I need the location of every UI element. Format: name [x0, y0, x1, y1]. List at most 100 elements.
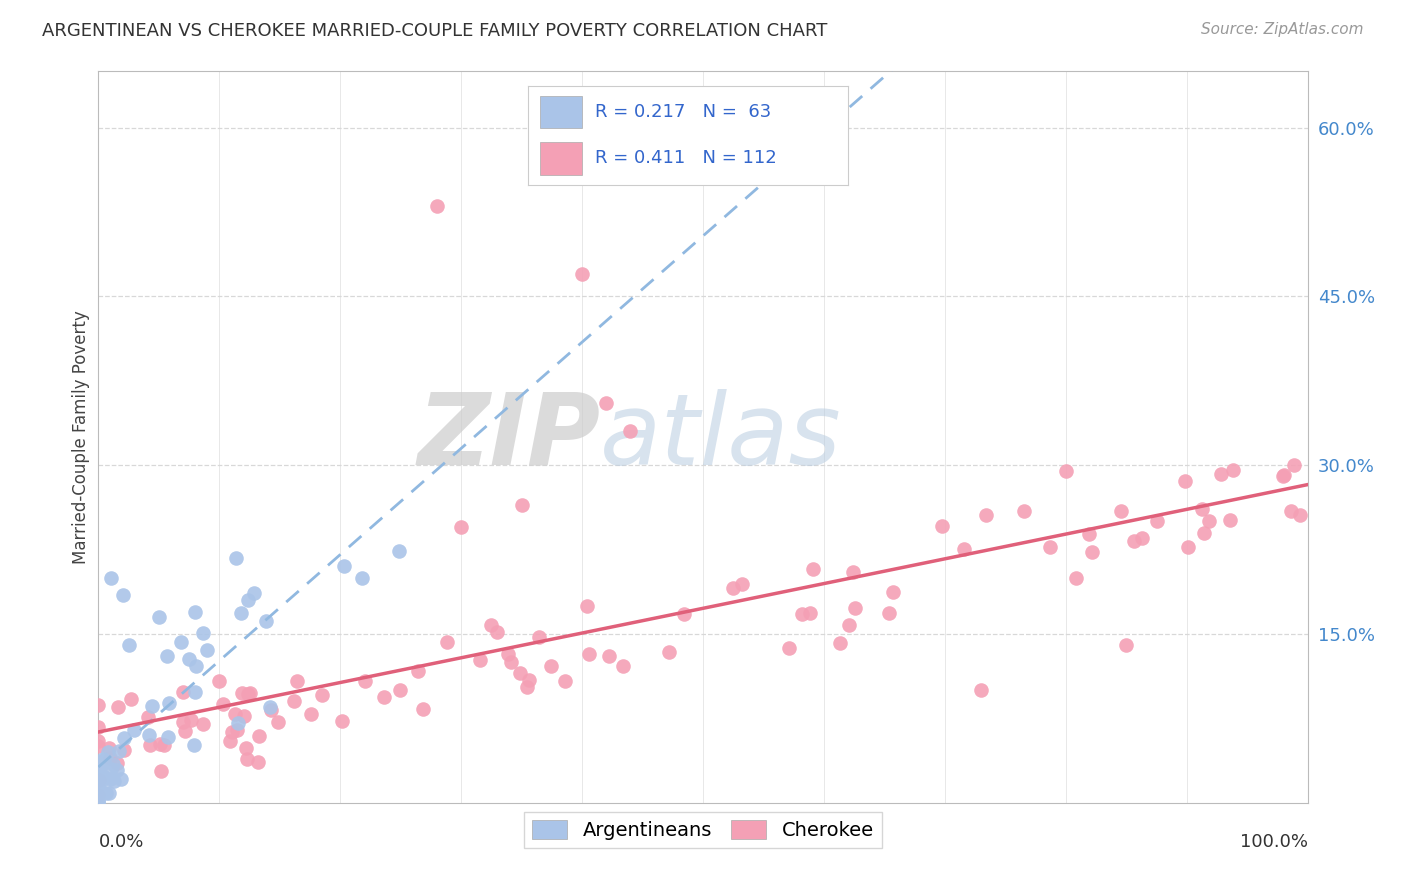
- Point: [731, 576, 754, 591]
- Point: [299, 706, 322, 721]
- Point: [527, 630, 550, 644]
- Point: [1039, 541, 1062, 555]
- Text: 100.0%: 100.0%: [1240, 833, 1308, 851]
- Point: [882, 585, 904, 599]
- Point: [330, 714, 353, 728]
- Point: [1279, 504, 1302, 518]
- Point: [191, 717, 214, 731]
- Point: [212, 697, 235, 711]
- Point: [141, 699, 163, 714]
- Point: [174, 723, 197, 738]
- Point: [236, 752, 259, 766]
- Point: [87, 757, 110, 772]
- Point: [87, 794, 110, 808]
- Point: [153, 738, 176, 752]
- Point: [87, 796, 110, 810]
- Point: [554, 674, 576, 689]
- Point: [1288, 508, 1310, 522]
- Point: [1077, 527, 1099, 541]
- Point: [540, 658, 562, 673]
- Point: [1222, 463, 1244, 477]
- Point: [673, 607, 696, 621]
- Point: [87, 793, 110, 807]
- Point: [799, 606, 821, 620]
- Point: [619, 425, 641, 439]
- Point: [1081, 545, 1104, 559]
- Point: [231, 686, 253, 700]
- Point: [172, 714, 194, 729]
- Point: [658, 645, 681, 659]
- Point: [87, 789, 110, 803]
- Point: [1209, 467, 1232, 481]
- Point: [1272, 468, 1295, 483]
- Point: [373, 690, 395, 704]
- Point: [107, 700, 129, 714]
- Point: [122, 723, 145, 738]
- Point: [112, 743, 135, 757]
- Point: [184, 605, 207, 619]
- Point: [571, 267, 593, 281]
- Point: [516, 680, 538, 694]
- Point: [108, 744, 131, 758]
- Point: [172, 685, 194, 699]
- Point: [842, 566, 865, 580]
- Text: ZIP: ZIP: [418, 389, 600, 485]
- Point: [87, 787, 110, 801]
- Point: [193, 625, 215, 640]
- Point: [120, 692, 142, 706]
- Point: [138, 710, 160, 724]
- Point: [311, 688, 333, 702]
- Point: [180, 713, 202, 727]
- Point: [87, 719, 110, 733]
- Point: [350, 571, 373, 585]
- Point: [156, 730, 179, 744]
- Text: Source: ZipAtlas.com: Source: ZipAtlas.com: [1201, 22, 1364, 37]
- Point: [952, 542, 974, 557]
- Point: [1191, 501, 1213, 516]
- Point: [218, 733, 240, 747]
- Point: [87, 765, 110, 780]
- Point: [177, 651, 200, 665]
- Point: [267, 715, 290, 730]
- Point: [87, 773, 110, 788]
- Point: [149, 737, 172, 751]
- Point: [285, 674, 308, 689]
- Point: [195, 642, 218, 657]
- Point: [87, 781, 110, 796]
- Point: [87, 785, 110, 799]
- Point: [105, 756, 128, 770]
- Point: [233, 709, 256, 723]
- Point: [1282, 458, 1305, 472]
- Point: [90, 757, 112, 772]
- Point: [1115, 638, 1137, 652]
- Point: [249, 729, 271, 743]
- Point: [406, 664, 429, 678]
- Point: [87, 781, 110, 796]
- Point: [235, 740, 257, 755]
- Point: [170, 635, 193, 649]
- Point: [792, 607, 814, 621]
- Point: [499, 655, 522, 669]
- Point: [94, 786, 117, 800]
- Point: [974, 508, 997, 522]
- Point: [259, 700, 281, 714]
- Point: [879, 606, 901, 620]
- Point: [830, 636, 852, 650]
- Point: [283, 694, 305, 708]
- Point: [103, 773, 125, 788]
- Point: [118, 639, 141, 653]
- Point: [98, 751, 121, 765]
- Point: [87, 784, 110, 798]
- Point: [509, 666, 531, 681]
- Point: [100, 571, 122, 585]
- Point: [510, 498, 533, 512]
- Point: [208, 674, 231, 689]
- Point: [139, 738, 162, 752]
- Point: [87, 734, 110, 748]
- Point: [1146, 514, 1168, 528]
- Point: [260, 703, 283, 717]
- Point: [87, 739, 110, 753]
- Point: [1109, 504, 1132, 518]
- Point: [87, 775, 110, 789]
- Text: atlas: atlas: [600, 389, 842, 485]
